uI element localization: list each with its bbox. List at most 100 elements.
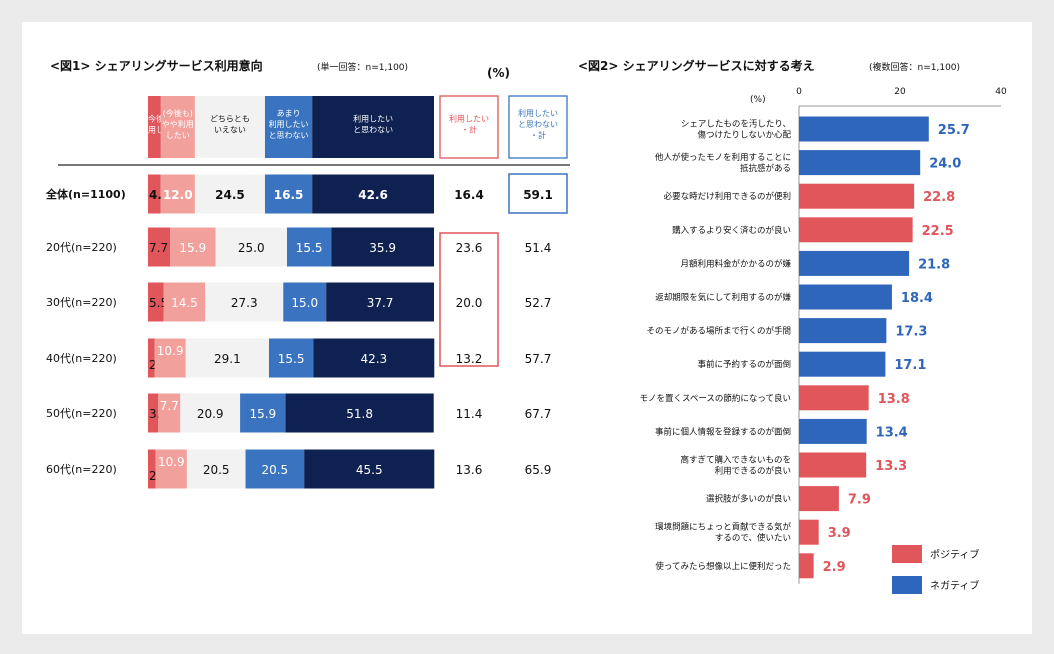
chart1-sum-header-label: 利用したい (518, 108, 558, 118)
chart2-bar (799, 351, 886, 377)
chart2-bar-label: 使ってみたら想像以上に便利だった (655, 561, 791, 572)
chart1-bar-value: 10.9 (157, 344, 184, 358)
chart1-bar-segment (283, 282, 327, 322)
chart1-highlight-box (439, 232, 499, 367)
chart2-legend-positive: ポジティブ (930, 548, 979, 561)
chart2-tick-label: 40 (995, 87, 1007, 97)
chart1-bar-segment (215, 227, 287, 267)
chart2-legend-swatch-negative (892, 576, 922, 594)
chart1-sum-notuse-value: 67.7 (525, 407, 552, 421)
chart2-note: (複数回答：n=1,100) (869, 61, 960, 73)
chart1-bar-segment (148, 282, 164, 322)
chart2-bar-value: 17.3 (895, 325, 927, 340)
chart1-sum-notuse-value: 52.7 (525, 296, 552, 310)
chart1-header-label: 利用したい (269, 119, 309, 129)
chart2-legend-negative: ネガティブ (930, 579, 979, 592)
chart2-bar (799, 452, 867, 478)
chart2-bar-label: 傷つけたりしないか心配 (697, 130, 791, 141)
chart1-bar-segment (331, 227, 434, 267)
chart1-sum-header-box (439, 95, 499, 159)
chart1-header-label: と思わない (353, 126, 393, 135)
chart1-row-label: 20代(n=220) (46, 241, 117, 254)
chart1-bar-value: 29.1 (214, 352, 241, 366)
chart1-bar-value: 16.5 (274, 188, 304, 202)
chart1-bar-segment (286, 227, 332, 267)
chart1-row-label: 30代(n=220) (46, 296, 117, 309)
chart2-bar (799, 385, 869, 411)
chart2-bar-label: するので、使いたい (715, 533, 791, 544)
chart1-bar-segment (205, 282, 284, 322)
figure-panel: <図1> シェアリングサービス利用意向 (単一回答：n=1,100) (%) (… (22, 22, 1032, 634)
chart1-bar-segment (170, 227, 216, 267)
chart2-title: <図2> シェアリングサービスに対する考え (578, 58, 815, 73)
chart1-bar-value: 24.5 (215, 188, 245, 202)
chart1-highlight-box (508, 173, 568, 214)
chart2-plot: 0 20 40 25.7 シェアしたものを汚したり、傷つけたりしないか心配 24.0 他人が… (639, 87, 1007, 594)
chart1-sum-use-value: 13.2 (456, 352, 483, 366)
chart2-legend-swatch-positive (892, 545, 922, 563)
chart1-header-label: やや利用 (162, 119, 194, 129)
chart2-bar-value: 13.4 (876, 425, 908, 440)
chart1-bar-segment (186, 449, 246, 489)
chart2-unit: (%) (750, 95, 766, 105)
chart2-bar-label: 選択肢が多いのが良い (706, 494, 791, 505)
chart2-bar (799, 519, 819, 545)
chart1-bar-value: 20.5 (203, 463, 230, 477)
chart1-sum-notuse-value: 65.9 (525, 463, 552, 477)
chart2-bar-value: 24.0 (929, 157, 961, 172)
chart2-bar-label: 抵抗感がある (740, 163, 791, 174)
chart1-header-label: (今後も) (145, 114, 175, 124)
chart2-bar-label: シェアしたものを汚したり、 (681, 119, 791, 130)
chart1-bar-value: 15.5 (278, 352, 305, 366)
chart2-bar-value: 22.8 (923, 190, 955, 205)
chart1-bar-value: 10.9 (158, 455, 185, 469)
chart1-bar-value: 5.5 (149, 296, 168, 310)
chart1-bar-value: 45.5 (356, 463, 383, 477)
chart1-bar-segment (268, 338, 314, 378)
chart2-bar (799, 486, 839, 512)
chart2-tick-label: 0 (796, 87, 802, 97)
chart2-bar-value: 22.5 (922, 224, 954, 239)
chart2-bar-label: 事前に予約するのが面倒 (697, 359, 791, 370)
chart2-bar-label: 返却期限を気にして利用するのが嫌 (655, 292, 791, 303)
chart1-sum-use-value: 13.6 (456, 463, 483, 477)
chart1-bar-value: 15.0 (291, 296, 318, 310)
chart1-bar-value: 27.3 (231, 296, 258, 310)
chart1-sum-header-box (508, 95, 568, 159)
chart1-bar-value: 15.9 (249, 407, 276, 421)
chart1-header-label: と思わない (269, 131, 309, 140)
chart2-bar-label: 環境問題にちょっと貢献できる気が (655, 522, 791, 533)
chart2-bar-value: 2.9 (823, 560, 846, 575)
chart2-bar-value: 21.8 (918, 257, 950, 272)
chart2-bar (799, 284, 892, 310)
chart1-bar-value: 51.8 (346, 407, 373, 421)
chart1-row-label: 60代(n=220) (46, 463, 117, 476)
chart2-bar-value: 13.8 (878, 392, 910, 407)
chart1-header-label: どちらとも (210, 115, 250, 124)
chart2-bar-value: 13.3 (875, 459, 907, 474)
chart1-bar-segment (313, 338, 435, 378)
chart1-bar-value: 25.0 (238, 241, 265, 255)
chart1-bar-segment (264, 174, 313, 214)
chart1-sum-notuse-value: 51.4 (525, 241, 552, 255)
chart1-sum-use-value: 23.6 (456, 241, 483, 255)
chart2-bar-label: 利用できるのが良い (715, 466, 791, 477)
chart1-bar-segment (148, 393, 159, 433)
chart2-tick-label: 20 (894, 87, 906, 97)
chart1-bar-segment (160, 174, 195, 214)
chart1-bar-segment (185, 338, 269, 378)
chart1-bar-segment (148, 174, 161, 214)
chart1-bar-value: 14.5 (171, 296, 198, 310)
chart1-sum-notuse-value: 57.7 (525, 352, 552, 366)
chart1-bar-segment (180, 393, 241, 433)
chart1-note: (単一回答：n=1,100) (317, 61, 408, 73)
chart1-bar-value: 42.6 (358, 188, 388, 202)
chart2-bar-label: 必要な時だけ利用できるのが便利 (664, 191, 791, 202)
chart1-header-label: (今後も) (163, 108, 193, 118)
chart1-header-label: したい (166, 131, 190, 140)
chart2-bar-label: 事前に個人情報を登録するのが面倒 (655, 426, 791, 437)
chart2-bar (799, 116, 929, 142)
chart1-header-box (264, 96, 313, 158)
chart1-header-box (160, 96, 195, 158)
chart2-bar-label: 他人が使ったモノを利用することに (655, 152, 791, 163)
